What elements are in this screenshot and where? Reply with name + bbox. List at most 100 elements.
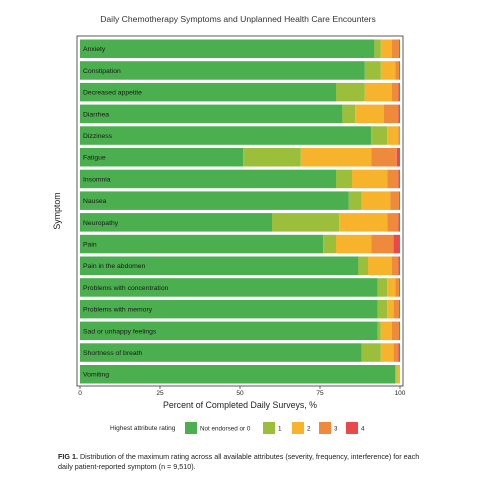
bar-segment — [361, 343, 381, 362]
category-label: Fatigue — [83, 155, 106, 162]
bar-segment — [392, 256, 399, 275]
bar-segment — [300, 148, 372, 167]
bar-segment — [80, 343, 362, 362]
legend-swatch — [292, 422, 304, 434]
bar-segment — [380, 321, 392, 341]
bar-segment — [371, 234, 394, 254]
legend-swatch — [185, 422, 197, 434]
category-label: Pain — [83, 241, 97, 248]
y-axis-label: Symptom — [52, 192, 62, 229]
bar-segment — [399, 278, 400, 297]
bar-segment — [395, 61, 400, 80]
category-label: Neuropathy — [83, 220, 119, 227]
bar-segment — [323, 234, 336, 254]
bar-segment — [80, 82, 336, 102]
bar-segment — [355, 104, 384, 124]
bar-segment — [377, 299, 388, 319]
legend-swatch — [346, 422, 358, 434]
category-label: Problems with concentration — [83, 285, 169, 292]
category-label: Shortness of breath — [83, 350, 143, 357]
bar-segment — [387, 126, 399, 145]
bar-segment — [80, 278, 378, 297]
bar-segment — [80, 213, 272, 232]
bar-segment — [80, 299, 378, 319]
bar-segment — [80, 39, 375, 58]
x-tick-label: 50 — [236, 390, 244, 397]
category-label: Decreased appetite — [83, 90, 142, 97]
bar-segment — [399, 61, 400, 80]
category-label: Pain in the abdomen — [83, 263, 146, 270]
category-label: Insomnia — [83, 176, 111, 183]
bar-segment — [348, 191, 362, 210]
bar-segment — [380, 61, 396, 80]
category-label: Problems with memory — [83, 307, 153, 314]
figure-caption: FIG 1. Distribution of the maximum ratin… — [58, 452, 420, 471]
category-label: Dizziness — [83, 133, 113, 140]
bar-segment — [80, 191, 349, 210]
bar-segment — [80, 365, 396, 384]
bar-segment — [364, 61, 381, 80]
bar-segment — [395, 365, 397, 384]
category-label: Nausea — [83, 198, 107, 205]
bar-segment — [380, 39, 392, 58]
x-tick-label: 75 — [316, 390, 324, 397]
bar-segment — [80, 148, 244, 167]
bar-segment — [390, 191, 400, 210]
bar-segment — [80, 104, 343, 124]
bar-segment — [374, 39, 381, 58]
category-label: Diarrhea — [83, 111, 109, 118]
bar-segment — [387, 299, 394, 319]
bar-segment — [80, 61, 365, 80]
bar-segment — [396, 148, 400, 167]
bar-segment — [352, 169, 388, 189]
bar-segment — [395, 278, 400, 297]
bar-segment — [336, 234, 372, 254]
bar-segment — [392, 39, 400, 58]
bar-segment — [339, 213, 388, 232]
category-label: Vomiting — [83, 372, 109, 379]
bars-group — [80, 39, 400, 384]
category-label: Constipation — [83, 68, 121, 75]
x-axis-label: Percent of Completed Daily Surveys, % — [163, 400, 317, 410]
bar-segment — [371, 148, 397, 167]
bar-segment — [387, 278, 396, 297]
legend-title: Highest attribute rating — [110, 425, 176, 432]
bar-segment — [336, 82, 365, 102]
legend-label: 1 — [278, 426, 282, 433]
legend-items: Not endorsed or 0 1 2 3 4 — [185, 422, 365, 434]
bar-segment — [399, 321, 400, 341]
category-label: Anxiety — [83, 46, 106, 53]
bar-segment — [398, 126, 400, 145]
bar-segment — [387, 213, 399, 232]
caption-text: Distribution of the maximum rating acros… — [58, 452, 420, 471]
category-labels: Anxiety Constipation Decreased appetite Dia… — [83, 46, 169, 379]
bar-segment — [80, 234, 324, 254]
category-label: Sad or unhappy feelings — [83, 328, 157, 335]
bar-segment — [398, 256, 400, 275]
bar-segment — [393, 343, 399, 362]
bar-segment — [396, 365, 400, 384]
bar-segment — [392, 82, 399, 102]
bar-segment — [380, 343, 394, 362]
x-tick-label: 25 — [156, 390, 164, 397]
bar-segment — [80, 126, 372, 145]
caption-label: FIG 1. — [58, 452, 78, 461]
bar-segment — [392, 321, 400, 341]
bar-segment — [399, 191, 400, 210]
bar-segment — [377, 321, 381, 341]
bar-segment — [398, 104, 400, 124]
legend-swatch — [319, 422, 331, 434]
bar-segment — [368, 256, 392, 275]
bar-segment — [336, 169, 352, 189]
bar-segment — [243, 148, 301, 167]
bar-segment — [384, 104, 399, 124]
bar-segment — [399, 299, 400, 319]
bar-segment — [393, 299, 400, 319]
x-tick-label: 100 — [395, 390, 406, 397]
bar-segment — [342, 104, 356, 124]
legend-swatch — [263, 422, 275, 434]
bar-segment — [358, 256, 368, 275]
legend-label: Not endorsed or 0 — [200, 426, 251, 433]
bar-segment — [361, 191, 391, 210]
